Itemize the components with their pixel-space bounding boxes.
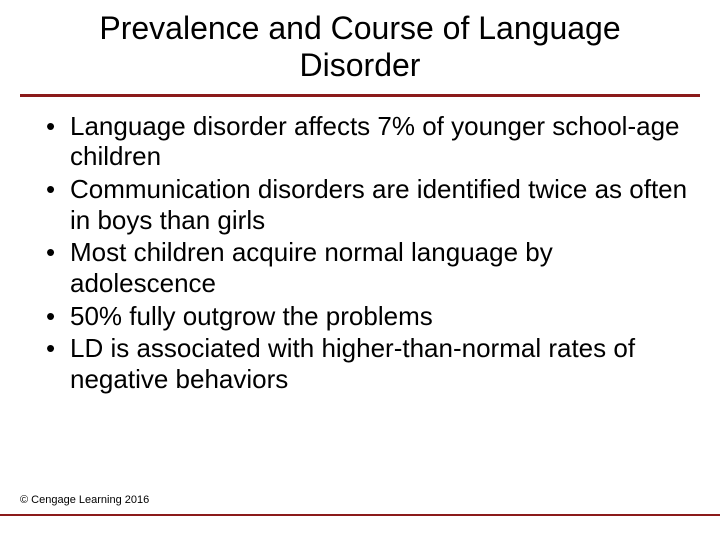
copyright-footer: © Cengage Learning 2016: [20, 494, 149, 506]
bullet-list: Language disorder affects 7% of younger …: [20, 97, 700, 395]
bullet-item: 50% fully outgrow the problems: [46, 301, 690, 332]
bullet-item: LD is associated with higher-than-normal…: [46, 333, 690, 394]
slide-title: Prevalence and Course of Language Disord…: [20, 10, 700, 94]
slide: Prevalence and Course of Language Disord…: [0, 0, 720, 540]
bullet-item: Communication disorders are identified t…: [46, 174, 690, 235]
bullet-item: Most children acquire normal language by…: [46, 237, 690, 298]
footer-divider: [0, 514, 720, 516]
bullet-item: Language disorder affects 7% of younger …: [46, 111, 690, 172]
